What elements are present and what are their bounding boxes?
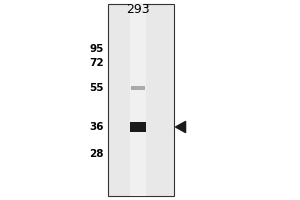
Text: 293: 293 [126, 3, 150, 16]
Bar [108, 4, 174, 196]
Text: 28: 28 [89, 149, 103, 159]
Bar [130, 122, 146, 132]
Bar [131, 86, 145, 90]
Text: 55: 55 [89, 83, 103, 93]
Text: 36: 36 [89, 122, 103, 132]
Polygon shape [176, 121, 186, 133]
Bar [130, 4, 146, 196]
Text: 72: 72 [89, 58, 104, 68]
Text: 95: 95 [89, 44, 103, 54]
